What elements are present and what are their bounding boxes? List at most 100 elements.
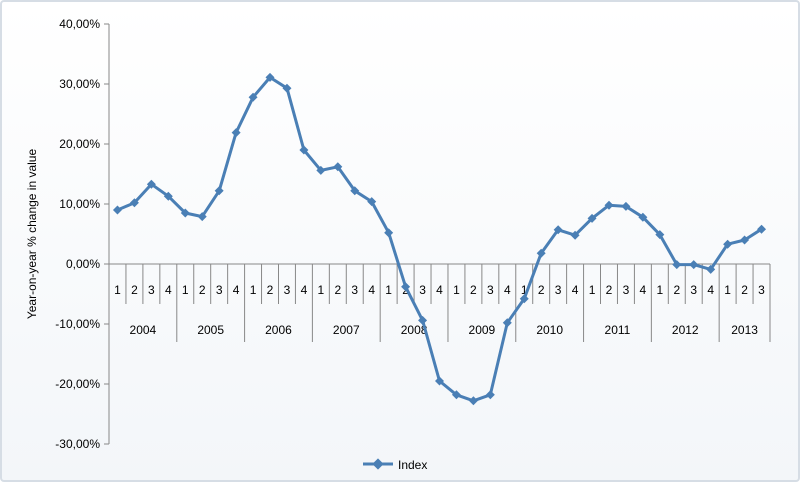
data-point-marker xyxy=(401,282,411,292)
legend: Index xyxy=(363,458,427,472)
quarter-label: 4 xyxy=(436,283,443,297)
quarter-label: 3 xyxy=(555,283,562,297)
quarter-label: 4 xyxy=(572,283,579,297)
data-point-marker xyxy=(214,186,224,196)
data-point-marker xyxy=(621,201,631,211)
data-point-marker xyxy=(316,165,326,175)
year-label: 2008 xyxy=(401,323,428,337)
data-point-marker xyxy=(485,390,495,400)
quarter-label: 2 xyxy=(199,283,206,297)
quarter-label: 2 xyxy=(131,283,138,297)
quarter-label: 3 xyxy=(148,283,155,297)
year-label: 2013 xyxy=(731,323,758,337)
year-label: 2011 xyxy=(605,323,631,337)
data-point-marker xyxy=(248,92,258,102)
quarter-label: 1 xyxy=(114,283,121,297)
data-point-marker xyxy=(468,396,478,406)
data-point-marker xyxy=(129,198,139,208)
data-point-marker xyxy=(112,205,122,215)
quarter-label: 1 xyxy=(656,283,663,297)
quarter-label: 3 xyxy=(216,283,223,297)
data-point-marker xyxy=(265,72,275,82)
year-label: 2012 xyxy=(672,323,699,337)
quarter-label: 2 xyxy=(334,283,341,297)
data-point-marker xyxy=(740,235,750,245)
quarter-label: 4 xyxy=(368,283,375,297)
quarter-label: 3 xyxy=(351,283,358,297)
data-point-marker xyxy=(231,128,241,138)
y-tick-label: -10,00% xyxy=(55,317,100,331)
data-point-marker xyxy=(146,179,156,189)
quarter-label: 4 xyxy=(707,283,714,297)
data-point-marker xyxy=(536,248,546,258)
quarter-label: 4 xyxy=(504,283,511,297)
quarter-label: 1 xyxy=(250,283,257,297)
data-point-marker xyxy=(604,200,614,210)
data-point-marker xyxy=(418,315,428,325)
data-point-marker xyxy=(299,145,309,155)
quarter-label: 1 xyxy=(589,283,596,297)
quarter-label: 3 xyxy=(419,283,426,297)
y-tick-label: 20,00% xyxy=(59,137,100,151)
quarter-label: 3 xyxy=(284,283,291,297)
quarter-label: 4 xyxy=(233,283,240,297)
data-point-marker xyxy=(350,186,360,196)
quarter-label: 1 xyxy=(724,283,731,297)
year-label: 2004 xyxy=(130,323,157,337)
data-point-marker xyxy=(519,294,529,304)
data-point-marker xyxy=(757,224,767,234)
data-point-marker xyxy=(384,228,394,238)
y-tick-label: 40,00% xyxy=(59,17,100,31)
quarter-label: 3 xyxy=(487,283,494,297)
year-label: 2010 xyxy=(536,323,563,337)
quarter-label: 1 xyxy=(182,283,189,297)
quarter-label: 2 xyxy=(741,283,748,297)
data-point-marker xyxy=(706,264,716,274)
quarter-label: 3 xyxy=(690,283,697,297)
data-point-marker xyxy=(367,197,377,207)
year-label: 2005 xyxy=(197,323,224,337)
quarter-label: 3 xyxy=(758,283,765,297)
y-tick-label: 0,00% xyxy=(66,257,100,271)
data-point-marker xyxy=(451,390,461,400)
year-label: 2006 xyxy=(265,323,292,337)
quarter-label: 4 xyxy=(301,283,308,297)
data-point-marker xyxy=(638,212,648,222)
data-point-marker xyxy=(553,225,563,235)
quarter-label: 4 xyxy=(640,283,647,297)
data-point-marker xyxy=(282,83,292,93)
legend-series-marker xyxy=(372,458,384,470)
data-point-marker xyxy=(689,260,699,270)
quarter-label: 3 xyxy=(623,283,630,297)
data-point-marker xyxy=(435,376,444,386)
y-axis-title: Year-on-year % change in value xyxy=(25,149,39,320)
data-point-marker xyxy=(723,239,733,249)
quarter-label: 2 xyxy=(470,283,477,297)
quarter-label: 1 xyxy=(318,283,325,297)
quarter-label: 2 xyxy=(606,283,613,297)
y-tick-label: -30,00% xyxy=(55,437,100,451)
quarter-label: 2 xyxy=(673,283,680,297)
quarter-label: 1 xyxy=(453,283,460,297)
quarter-label: 1 xyxy=(385,283,392,297)
year-label: 2009 xyxy=(469,323,496,337)
data-point-marker xyxy=(333,162,343,172)
data-point-marker xyxy=(570,230,580,240)
data-point-marker xyxy=(180,208,190,218)
quarter-label: 4 xyxy=(165,283,172,297)
series-line-index xyxy=(116,75,763,403)
data-point-marker xyxy=(163,191,173,201)
data-point-marker xyxy=(197,212,207,222)
quarter-label: 2 xyxy=(538,283,545,297)
data-point-marker xyxy=(502,318,512,328)
data-point-marker xyxy=(587,213,597,223)
data-point-marker xyxy=(672,260,682,270)
year-label: 2007 xyxy=(333,323,360,337)
y-tick-label: 10,00% xyxy=(59,197,100,211)
quarter-label: 1 xyxy=(521,283,528,297)
data-point-marker xyxy=(655,230,665,240)
quarter-label: 2 xyxy=(267,283,274,297)
y-tick-label: -20,00% xyxy=(55,377,100,391)
